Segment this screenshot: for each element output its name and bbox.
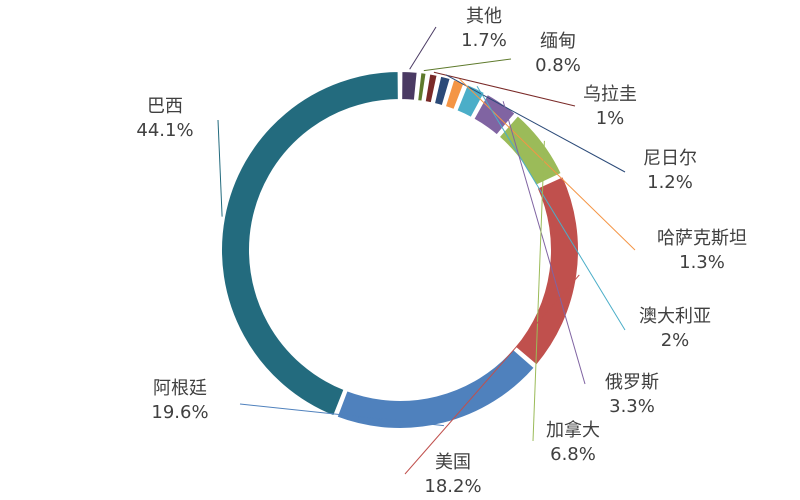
leader-line [476, 85, 626, 331]
leader-line [217, 119, 223, 217]
slice-label: 乌拉圭 [583, 84, 637, 105]
slice-label: 澳大利亚 [639, 306, 711, 327]
slice-label: 加拿大 [546, 419, 600, 441]
slice-value: 1.7% [461, 30, 507, 51]
slice-value: 2% [661, 330, 690, 351]
donut-slice [443, 77, 466, 112]
slice-value: 44.1% [136, 120, 193, 141]
data-labels: 其他 1.7% 缅甸 0.8%乌拉圭 1% 尼日尔 1.2% 哈萨克斯坦 1.3% 澳大利亚 2%俄… [136, 6, 747, 497]
slice-value: 3.3% [609, 396, 655, 417]
slice-value: 1.2% [647, 172, 693, 193]
slice-value: 19.6% [151, 402, 208, 423]
leader-line [404, 274, 580, 475]
donut-slice [220, 69, 400, 418]
slice-label: 尼日尔 [643, 148, 697, 169]
leader-line [239, 403, 444, 427]
slice-label: 阿根廷 [153, 378, 207, 399]
slice-value: 1% [596, 108, 625, 129]
leader-line [502, 101, 586, 385]
donut-segments [220, 69, 580, 430]
slice-label: 哈萨克斯坦 [657, 228, 747, 249]
donut-slice [423, 72, 439, 105]
slice-label: 巴西 [147, 96, 183, 117]
donut-slice [513, 174, 580, 368]
leader-lines [217, 26, 636, 475]
leader-line [445, 74, 626, 173]
donut-slice [416, 71, 428, 103]
slice-value: 1.3% [679, 252, 725, 273]
slice-label: 美国 [435, 452, 471, 473]
slice-value: 6.8% [550, 444, 596, 465]
leader-line [532, 140, 545, 442]
donut-slice [400, 69, 419, 102]
slice-label: 俄罗斯 [605, 372, 659, 393]
slice-value: 18.2% [424, 476, 481, 497]
donut-slice [335, 347, 537, 430]
slice-value: 0.8% [535, 55, 581, 76]
leader-line [409, 26, 437, 70]
slice-label: 其他 [466, 6, 502, 27]
leader-line [423, 58, 512, 72]
donut-slice [432, 74, 452, 108]
slice-label: 缅甸 [540, 31, 576, 52]
leader-line [433, 71, 576, 107]
leader-line [459, 78, 636, 251]
